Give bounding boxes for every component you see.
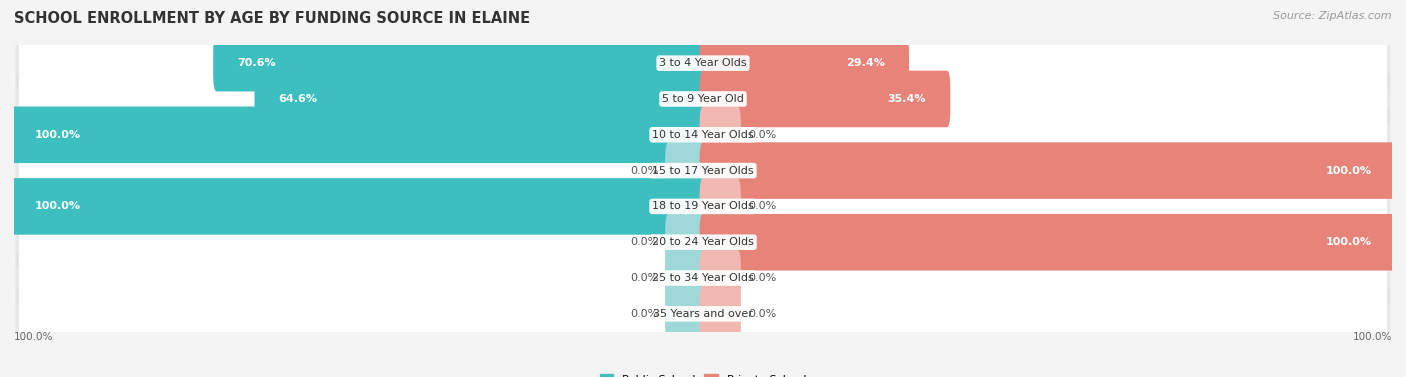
Text: 35 Years and over: 35 Years and over	[652, 309, 754, 319]
FancyBboxPatch shape	[15, 252, 1391, 304]
Text: 3 to 4 Year Olds: 3 to 4 Year Olds	[659, 58, 747, 68]
FancyBboxPatch shape	[15, 109, 1391, 161]
FancyBboxPatch shape	[18, 253, 1388, 303]
FancyBboxPatch shape	[15, 73, 1391, 125]
FancyBboxPatch shape	[254, 70, 706, 127]
Text: 0.0%: 0.0%	[630, 237, 658, 247]
Text: 10 to 14 Year Olds: 10 to 14 Year Olds	[652, 130, 754, 140]
Text: 70.6%: 70.6%	[238, 58, 276, 68]
Text: 0.0%: 0.0%	[748, 130, 776, 140]
FancyBboxPatch shape	[700, 142, 1395, 199]
Text: SCHOOL ENROLLMENT BY AGE BY FUNDING SOURCE IN ELAINE: SCHOOL ENROLLMENT BY AGE BY FUNDING SOUR…	[14, 11, 530, 26]
Text: 15 to 17 Year Olds: 15 to 17 Year Olds	[652, 166, 754, 176]
FancyBboxPatch shape	[18, 181, 1388, 232]
FancyBboxPatch shape	[18, 109, 1388, 160]
FancyBboxPatch shape	[11, 106, 706, 163]
Text: 18 to 19 Year Olds: 18 to 19 Year Olds	[652, 201, 754, 211]
Text: 100.0%: 100.0%	[35, 201, 80, 211]
FancyBboxPatch shape	[15, 288, 1391, 340]
FancyBboxPatch shape	[700, 70, 950, 127]
FancyBboxPatch shape	[18, 217, 1388, 268]
FancyBboxPatch shape	[11, 178, 706, 235]
FancyBboxPatch shape	[665, 250, 706, 307]
FancyBboxPatch shape	[665, 142, 706, 199]
FancyBboxPatch shape	[18, 145, 1388, 196]
FancyBboxPatch shape	[15, 180, 1391, 233]
FancyBboxPatch shape	[214, 35, 706, 92]
Text: 25 to 34 Year Olds: 25 to 34 Year Olds	[652, 273, 754, 283]
Text: 100.0%: 100.0%	[14, 332, 53, 342]
FancyBboxPatch shape	[665, 285, 706, 342]
FancyBboxPatch shape	[700, 106, 741, 163]
FancyBboxPatch shape	[15, 144, 1391, 197]
FancyBboxPatch shape	[18, 38, 1388, 89]
Text: 0.0%: 0.0%	[630, 309, 658, 319]
FancyBboxPatch shape	[15, 216, 1391, 268]
FancyBboxPatch shape	[700, 285, 741, 342]
Text: 100.0%: 100.0%	[1326, 237, 1371, 247]
Text: 5 to 9 Year Old: 5 to 9 Year Old	[662, 94, 744, 104]
Text: 64.6%: 64.6%	[278, 94, 318, 104]
Text: 100.0%: 100.0%	[35, 130, 80, 140]
FancyBboxPatch shape	[700, 178, 741, 235]
FancyBboxPatch shape	[700, 214, 1395, 271]
FancyBboxPatch shape	[700, 35, 910, 92]
Text: 100.0%: 100.0%	[1353, 332, 1392, 342]
Text: 35.4%: 35.4%	[887, 94, 927, 104]
Text: 29.4%: 29.4%	[846, 58, 884, 68]
Text: 0.0%: 0.0%	[630, 273, 658, 283]
FancyBboxPatch shape	[665, 214, 706, 271]
FancyBboxPatch shape	[18, 288, 1388, 339]
FancyBboxPatch shape	[15, 37, 1391, 89]
Legend: Public School, Private School: Public School, Private School	[595, 370, 811, 377]
FancyBboxPatch shape	[700, 250, 741, 307]
Text: 0.0%: 0.0%	[748, 201, 776, 211]
Text: 0.0%: 0.0%	[630, 166, 658, 176]
Text: 0.0%: 0.0%	[748, 273, 776, 283]
Text: Source: ZipAtlas.com: Source: ZipAtlas.com	[1274, 11, 1392, 21]
Text: 20 to 24 Year Olds: 20 to 24 Year Olds	[652, 237, 754, 247]
Text: 100.0%: 100.0%	[1326, 166, 1371, 176]
FancyBboxPatch shape	[18, 74, 1388, 124]
Text: 0.0%: 0.0%	[748, 309, 776, 319]
